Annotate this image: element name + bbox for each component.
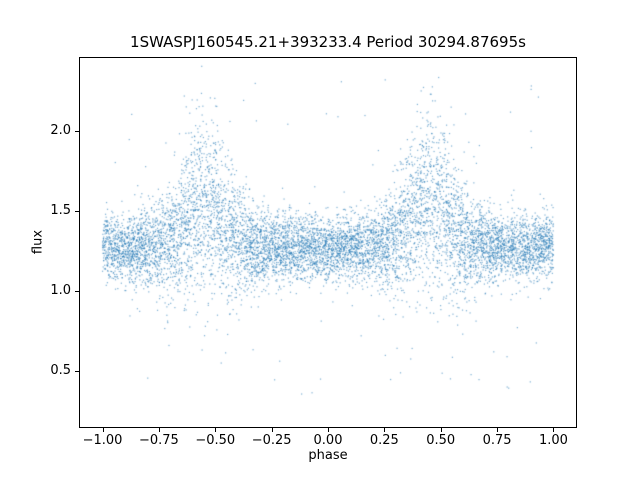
x-tick-label: −0.25 [251,433,292,448]
x-tick-label: 0.25 [369,433,399,448]
plot-area [79,57,577,428]
x-tick-mark [103,428,104,432]
x-tick-mark [553,428,554,432]
chart-title: 1SWASPJ160545.21+393233.4 Period 30294.8… [130,33,526,51]
x-tick-label: −0.75 [138,433,179,448]
x-tick-mark [441,428,442,432]
x-tick-mark [384,428,385,432]
x-tick-mark [159,428,160,432]
x-tick-label: 0.00 [313,433,343,448]
y-tick-label: 1.0 [50,282,71,298]
y-tick-mark [75,131,79,132]
y-tick-label: 0.5 [50,362,71,378]
y-tick-mark [75,291,79,292]
x-tick-mark [328,428,329,432]
y-tick-mark [75,371,79,372]
x-tick-label: −1.00 [82,433,123,448]
x-tick-label: 0.50 [426,433,456,448]
y-tick-mark [75,211,79,212]
x-tick-label: 0.75 [482,433,512,448]
y-axis-label: flux [30,229,46,255]
x-axis-label: phase [308,448,348,463]
x-tick-mark [215,428,216,432]
x-tick-label: −0.50 [195,433,236,448]
y-tick-label: 2.0 [50,122,71,138]
scatter-points-canvas [80,58,576,427]
x-tick-mark [497,428,498,432]
x-tick-mark [272,428,273,432]
y-tick-label: 1.5 [50,202,71,218]
x-tick-label: 1.00 [538,433,568,448]
